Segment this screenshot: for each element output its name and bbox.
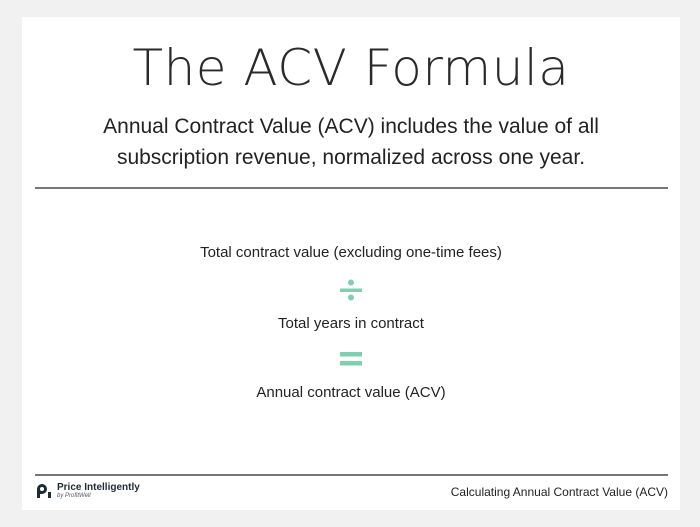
brand-sub: by ProfitWell	[57, 493, 91, 499]
footer-caption: Calculating Annual Contract Value (ACV)	[450, 485, 668, 499]
brand-name: Price Intelligently	[57, 482, 140, 493]
formula-denominator: Total years in contract	[278, 315, 424, 332]
equals-icon	[340, 352, 362, 366]
page-title: The ACV Formula	[132, 39, 570, 97]
divide-icon	[340, 279, 362, 301]
formula-numerator: Total contract value (excluding one-time…	[200, 244, 502, 261]
bottom-divider	[35, 474, 668, 476]
slide-card: The ACV Formula Annual Contract Value (A…	[22, 17, 680, 510]
top-divider	[35, 187, 668, 189]
formula-result: Annual contract value (ACV)	[256, 384, 446, 401]
subtitle: Annual Contract Value (ACV) includes the…	[103, 115, 599, 169]
price-intelligently-logo-icon	[37, 484, 51, 498]
brand-logo: Price Intelligently by ProfitWell	[36, 482, 140, 500]
